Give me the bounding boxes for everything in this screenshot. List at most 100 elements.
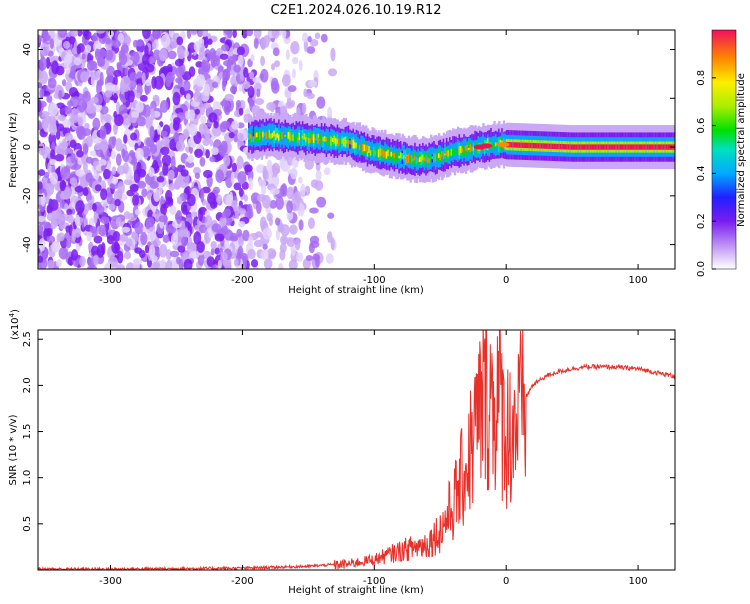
spectrogram-speckle [238, 82, 243, 92]
spectrogram-speckle [203, 83, 211, 97]
spectrogram-speckle [55, 130, 61, 140]
spectrogram-speckle [158, 48, 168, 62]
spectrogram-ridge-cell [439, 154, 442, 161]
spectrogram-speckle [222, 68, 231, 82]
spectrogram-ridge-cell [618, 144, 621, 150]
spectrogram-speckle [105, 149, 110, 161]
spectrogram-speckle [250, 192, 261, 204]
spectrogram-ridge-cell [444, 147, 447, 159]
spectrogram-ridge-cell [523, 142, 526, 148]
snr-y-ticks: 0.5 1.0 1.5 2.0 2.5 [22, 331, 675, 532]
spectrogram-speckle [230, 85, 237, 94]
spectrogram-speckle [219, 53, 229, 60]
spectrogram-speckle [228, 131, 235, 139]
spectrogram-speckle [39, 56, 47, 71]
spectrogram-speckle [160, 34, 171, 47]
spectrogram-ridge-cell [384, 151, 387, 158]
spectrogram-speckle [38, 99, 42, 113]
spectrogram-ridge-cell [467, 141, 471, 153]
spectrogram-speckle [105, 82, 115, 91]
spectrogram-ridge-cell [254, 133, 257, 139]
spectrogram-ridge-cell [285, 129, 289, 141]
spectrogram-ridge-cell [390, 151, 393, 157]
spectrogram-y-tick-label: 20 [22, 92, 33, 105]
spectrogram-speckle [242, 229, 250, 242]
spectrogram-speckle [237, 246, 244, 259]
spectrogram-speckle [136, 39, 144, 47]
spectrogram-speckle [298, 219, 304, 231]
spectrogram-speckle [150, 254, 158, 263]
spectrogram-speckle [224, 93, 235, 102]
spectrogram-speckle [200, 115, 207, 124]
spectrogram-speckle [130, 132, 138, 141]
spectrogram-ridge-cell [466, 144, 469, 152]
spectrogram-speckle [302, 102, 307, 115]
spectrogram-speckle [181, 236, 188, 248]
spectrogram-speckle [81, 53, 86, 60]
spectrogram-speckle [38, 34, 43, 44]
spectrogram-speckle [201, 59, 206, 69]
spectrogram-ridge-cell [382, 150, 385, 158]
spectrogram-speckle [139, 94, 148, 102]
spectrogram-ridge-cell [453, 149, 457, 156]
spectrogram-speckle [316, 196, 327, 208]
spectrogram-speckle [298, 176, 303, 184]
spectrogram-speckle [250, 259, 259, 268]
spectrogram-speckle [270, 63, 276, 71]
spectrogram-ridge-cell [555, 143, 558, 150]
spectrogram-speckle [144, 83, 150, 96]
spectrogram-ridge-cell [494, 142, 498, 147]
spectrogram-ridge-cell [412, 158, 416, 162]
spectrogram-speckle [236, 228, 243, 238]
colorbar-tick-label: 0.2 [696, 213, 707, 229]
spectrogram-speckle [281, 30, 287, 39]
spectrogram-ridge-cell [373, 147, 376, 157]
spectrogram-speckle [238, 187, 244, 197]
spectrogram-speckle [214, 247, 220, 255]
spectrogram-speckle [285, 101, 294, 109]
spectrogram-ridge-cell [268, 130, 271, 138]
spectrogram-speckle [241, 30, 248, 39]
spectrogram-ridge-cell [320, 135, 324, 144]
colorbar-label: Normalized spectral amplitude [736, 73, 747, 227]
spectrogram-speckle [247, 248, 256, 260]
spectrogram-ridge-cell [659, 144, 662, 150]
spectrogram-ridge-cell [338, 138, 341, 147]
spectrogram-speckle [60, 213, 69, 222]
spectrogram-ridge-cell [444, 153, 447, 156]
spectrogram-speckle [90, 70, 100, 81]
spectrogram-speckle [221, 44, 230, 52]
spectrogram-speckle [198, 224, 208, 234]
spectrogram-speckle [68, 87, 79, 97]
spectrogram-speckle [145, 216, 155, 228]
spectrogram-speckle [316, 96, 326, 109]
spectrogram-speckle [287, 85, 297, 92]
spectrogram-speckle [278, 263, 284, 269]
spectrogram-speckle [298, 60, 303, 71]
spectrogram-speckle [167, 169, 175, 181]
spectrogram-speckle [152, 94, 160, 103]
spectrogram-ridge-cell [612, 144, 615, 150]
spectrogram-speckle [46, 182, 55, 196]
spectrogram-speckle [71, 47, 79, 55]
spectrogram-speckle [193, 91, 203, 103]
spectrogram-ridge-cell [335, 138, 338, 147]
spectrogram-speckle [190, 30, 198, 36]
spectrogram-ridge-cell [449, 148, 452, 158]
spectrogram-speckle [117, 32, 125, 44]
spectrogram-speckle [40, 192, 46, 207]
spectrogram-ridge-cell [293, 130, 297, 142]
spectrogram-speckle [131, 231, 138, 240]
spectrogram-speckle [83, 44, 92, 53]
spectrogram-ridge-cell [539, 143, 542, 149]
spectrogram-speckle [109, 182, 120, 189]
spectrogram-ridge-cell [301, 135, 305, 139]
spectrogram-speckle [210, 147, 219, 156]
spectrogram-speckle [148, 167, 155, 178]
spectrogram-speckle [82, 143, 89, 155]
spectrogram-speckle [323, 167, 331, 176]
spectrogram-speckle [203, 35, 209, 49]
spectrogram-speckle [237, 170, 247, 185]
spectrogram-speckle [209, 156, 216, 163]
spectrogram-ridge-cell [322, 137, 325, 141]
